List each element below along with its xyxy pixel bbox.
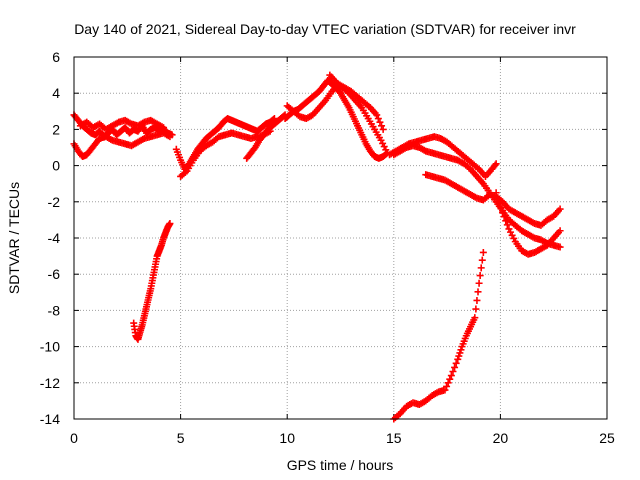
data-point [478,256,486,264]
series-pass-15 [390,248,487,423]
data-point [474,288,482,296]
data-point [441,386,449,394]
chart-title: Day 140 of 2021, Sidereal Day-to-day VTE… [74,21,576,37]
y-tick-label: -4 [48,230,61,246]
x-tick-label: 0 [70,430,78,446]
data-point [502,217,510,225]
data-point [475,279,483,287]
data-point [455,352,463,360]
data-point [374,115,382,123]
series-pass-4 [130,220,174,343]
y-tick-label: -10 [40,339,60,355]
x-axis-label: GPS time / hours [287,457,394,473]
data-point [471,314,479,322]
data-point [492,160,500,168]
data-point [456,349,464,357]
y-tick-label: -6 [48,266,61,282]
data-point [454,355,462,363]
data-point [499,209,507,217]
data-point [476,272,484,280]
data-point [451,363,459,371]
data-point [495,199,503,207]
data-point [497,204,505,212]
data-point [160,124,168,132]
x-tick-label: 20 [493,430,509,446]
series-pass-2 [70,129,174,161]
data-point [444,379,452,387]
data-point [449,367,457,375]
series-pass-7 [243,111,289,162]
data-point [376,118,384,126]
data-point [472,305,480,313]
data-point [379,125,387,133]
data-point [503,221,511,229]
data-point [556,227,564,235]
grid-lines [74,57,607,419]
y-tick-label: -8 [48,302,61,318]
y-tick-label: -2 [48,194,61,210]
y-tick-label: 2 [52,121,60,137]
x-tick-label: 25 [599,430,615,446]
series-pass-10 [326,71,391,157]
y-tick-label: -12 [40,375,60,391]
data-point [473,296,481,304]
y-tick-label: -14 [40,411,60,427]
series-pass-6 [177,127,274,180]
data-point [556,243,564,251]
data-point [457,346,465,354]
data-point [452,359,460,367]
y-tick-labels: -14 -12 -10 -8 -6 -4 -2 0 2 4 6 [40,49,607,427]
y-axis-label: SDTVAR / TECUs [6,182,22,294]
data-point [166,133,174,141]
data-point [494,194,502,202]
x-tick-label: 5 [177,430,185,446]
x-tick-label: 15 [386,430,402,446]
data-point [446,375,454,383]
series-pass-3 [76,116,168,133]
series-pass-14 [492,189,564,258]
data-point [477,264,485,272]
data-point [491,161,499,169]
data-point [443,382,451,390]
x-tick-labels: 0 5 10 15 20 25 [70,57,615,446]
data-point [556,205,564,213]
data-point [166,220,174,228]
series-pass-5 [172,115,278,173]
series-pass-12 [390,142,564,251]
y-tick-label: 4 [52,85,60,101]
y-tick-label: 6 [52,49,60,65]
y-tick-label: 0 [52,158,60,174]
x-tick-label: 10 [279,430,295,446]
data-point [378,122,386,130]
series-pass-8 [281,77,391,162]
data-point [492,189,500,197]
data-point [479,248,487,256]
data-point [500,213,508,221]
data-points [70,71,564,423]
data-point [373,111,381,119]
data-point [447,372,455,380]
plot-frame [73,56,608,420]
